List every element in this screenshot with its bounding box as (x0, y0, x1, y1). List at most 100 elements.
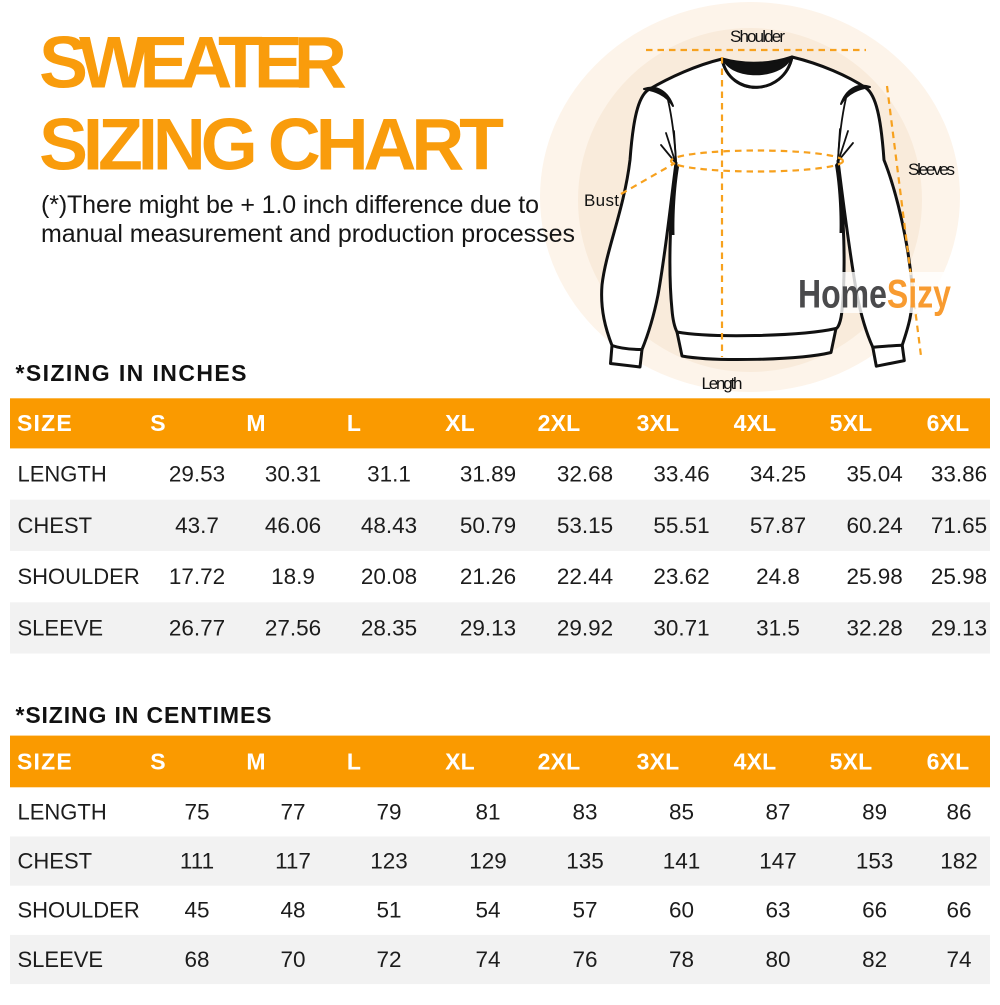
svg-text:Sleeves: Sleeves (908, 160, 955, 179)
svg-text:111: 111 (180, 849, 214, 874)
svg-text:2XL: 2XL (538, 410, 581, 436)
svg-text:Length: Length (702, 374, 743, 393)
svg-text:24.8: 24.8 (756, 564, 800, 589)
svg-text:6XL: 6XL (927, 410, 970, 436)
svg-text:74: 74 (475, 947, 500, 972)
svg-text:87: 87 (765, 799, 790, 824)
svg-text:(*)There might be + 1.0 inch d: (*)There might be + 1.0 inch difference … (41, 191, 539, 219)
svg-text:153: 153 (856, 849, 894, 874)
svg-text:S: S (150, 410, 166, 436)
svg-text:CHEST: CHEST (18, 513, 93, 538)
svg-text:51: 51 (376, 898, 401, 923)
svg-text:129: 129 (469, 849, 507, 874)
svg-text:33.86: 33.86 (931, 461, 987, 486)
svg-text:54: 54 (475, 898, 500, 923)
svg-text:182: 182 (940, 849, 978, 874)
svg-text:48: 48 (280, 898, 305, 923)
svg-text:50.79: 50.79 (460, 513, 516, 538)
svg-text:manual measurement and product: manual measurement and production proces… (41, 220, 575, 248)
svg-text:3XL: 3XL (637, 410, 680, 436)
svg-text:21.26: 21.26 (460, 564, 516, 589)
svg-text:83: 83 (572, 799, 597, 824)
svg-text:23.62: 23.62 (653, 564, 709, 589)
svg-text:XL: XL (445, 410, 475, 436)
svg-text:79: 79 (376, 799, 401, 824)
svg-text:31.1: 31.1 (367, 461, 411, 486)
svg-text:85: 85 (669, 799, 694, 824)
svg-text:20.08: 20.08 (361, 564, 417, 589)
svg-text:32.68: 32.68 (557, 461, 613, 486)
svg-text:60.24: 60.24 (846, 513, 902, 538)
svg-text:S: S (150, 748, 166, 774)
svg-text:17.72: 17.72 (169, 564, 225, 589)
svg-text:SIZING CHART: SIZING CHART (39, 103, 504, 186)
svg-text:27.56: 27.56 (265, 615, 321, 640)
svg-text:57: 57 (572, 898, 597, 923)
svg-text:SHOULDER: SHOULDER (18, 564, 140, 589)
svg-text:34.25: 34.25 (750, 461, 806, 486)
svg-text:60: 60 (669, 898, 694, 923)
svg-text:68: 68 (184, 947, 209, 972)
svg-text:70: 70 (280, 947, 305, 972)
svg-text:46.06: 46.06 (265, 513, 321, 538)
svg-text:XL: XL (445, 748, 475, 774)
svg-text:25.98: 25.98 (846, 564, 902, 589)
svg-text:29.92: 29.92 (557, 615, 613, 640)
svg-text:26.77: 26.77 (169, 615, 225, 640)
svg-text:31.5: 31.5 (756, 615, 800, 640)
svg-text:135: 135 (566, 849, 604, 874)
svg-text:SHOULDER: SHOULDER (18, 898, 140, 923)
svg-text:25.98: 25.98 (931, 564, 987, 589)
svg-text:29.53: 29.53 (169, 461, 225, 486)
svg-text:45: 45 (184, 898, 209, 923)
svg-text:CHEST: CHEST (18, 849, 93, 874)
svg-text:55.51: 55.51 (653, 513, 709, 538)
svg-text:75: 75 (184, 799, 209, 824)
svg-text:89: 89 (862, 799, 887, 824)
svg-text:30.31: 30.31 (265, 461, 321, 486)
svg-text:6XL: 6XL (927, 748, 970, 774)
svg-text:31.89: 31.89 (460, 461, 516, 486)
svg-text:2XL: 2XL (538, 748, 581, 774)
svg-text:*SIZING IN INCHES: *SIZING IN INCHES (16, 360, 247, 386)
svg-text:72: 72 (376, 947, 401, 972)
svg-text:53.15: 53.15 (557, 513, 613, 538)
svg-text:29.13: 29.13 (460, 615, 516, 640)
svg-text:HomeSizy: HomeSizy (798, 271, 951, 316)
svg-text:M: M (246, 410, 265, 436)
svg-text:28.35: 28.35 (361, 615, 417, 640)
svg-text:66: 66 (862, 898, 887, 923)
svg-text:80: 80 (765, 947, 790, 972)
svg-text:5XL: 5XL (830, 748, 873, 774)
svg-text:L: L (347, 410, 361, 436)
svg-text:SLEEVE: SLEEVE (18, 615, 104, 640)
svg-text:LENGTH: LENGTH (18, 799, 107, 824)
svg-text:66: 66 (946, 898, 971, 923)
svg-text:71.65: 71.65 (931, 513, 987, 538)
svg-text:77: 77 (280, 799, 305, 824)
svg-text:123: 123 (370, 849, 408, 874)
svg-text:L: L (347, 748, 361, 774)
svg-text:147: 147 (759, 849, 797, 874)
svg-text:SWEATER: SWEATER (39, 21, 347, 104)
svg-text:SIZE: SIZE (17, 748, 73, 774)
svg-text:74: 74 (946, 947, 971, 972)
svg-text:43.7: 43.7 (175, 513, 219, 538)
svg-text:117: 117 (275, 849, 311, 874)
svg-text:82: 82 (862, 947, 887, 972)
svg-text:3XL: 3XL (637, 748, 680, 774)
svg-text:Bust: Bust (584, 191, 619, 210)
svg-text:M: M (246, 748, 265, 774)
svg-text:4XL: 4XL (734, 748, 777, 774)
svg-text:SLEEVE: SLEEVE (18, 947, 104, 972)
svg-text:Shoulder: Shoulder (730, 27, 785, 46)
svg-text:78: 78 (669, 947, 694, 972)
svg-text:4XL: 4XL (734, 410, 777, 436)
svg-text:141: 141 (663, 849, 701, 874)
svg-text:86: 86 (946, 799, 971, 824)
svg-text:76: 76 (572, 947, 597, 972)
svg-text:18.9: 18.9 (271, 564, 315, 589)
svg-text:29.13: 29.13 (931, 615, 987, 640)
svg-text:57.87: 57.87 (750, 513, 806, 538)
svg-text:48.43: 48.43 (361, 513, 417, 538)
